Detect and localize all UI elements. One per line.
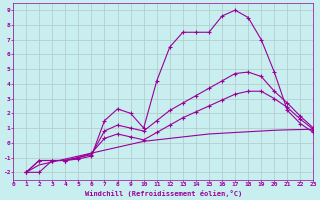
- X-axis label: Windchill (Refroidissement éolien,°C): Windchill (Refroidissement éolien,°C): [84, 190, 242, 197]
